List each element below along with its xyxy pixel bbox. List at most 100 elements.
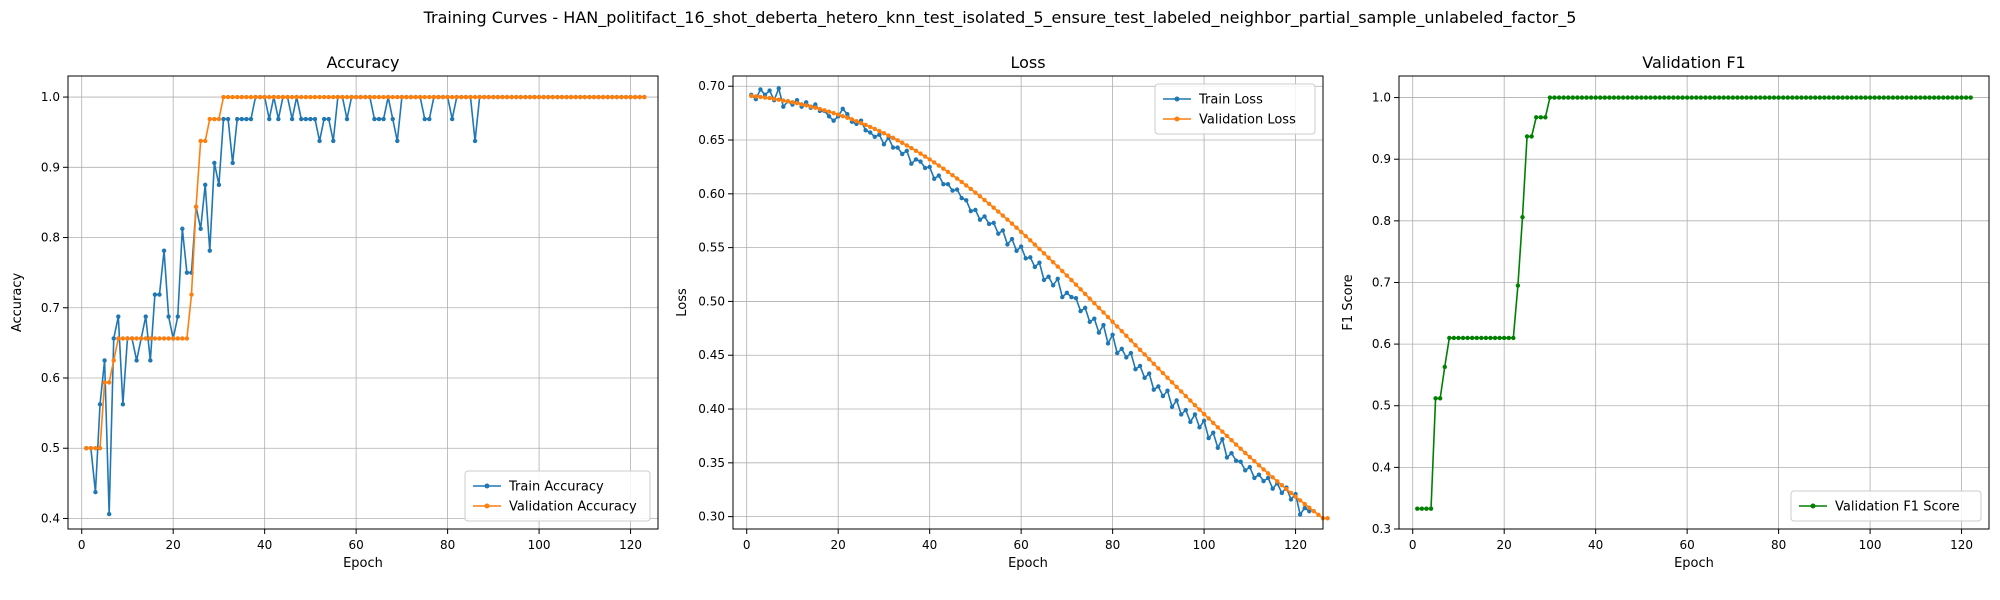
data-point: [472, 94, 478, 100]
data-point: [1128, 350, 1134, 356]
data-point: [1474, 335, 1479, 341]
data-point: [1703, 95, 1708, 100]
data-point: [840, 106, 845, 112]
data-point: [991, 205, 996, 210]
data-point: [1211, 430, 1216, 435]
y-tick-label: 1.0: [41, 90, 60, 104]
data-point: [913, 157, 919, 162]
data-point: [449, 116, 455, 122]
data-point: [1018, 229, 1024, 235]
data-point: [977, 194, 983, 199]
data-point: [1602, 95, 1608, 100]
data-point: [303, 116, 309, 122]
data-point: [1238, 459, 1243, 464]
data-point: [203, 182, 208, 188]
x-tick-label: 60: [1013, 538, 1028, 552]
y-tick-label: 0.6: [1372, 337, 1391, 351]
data-point: [1142, 375, 1147, 381]
data-point: [390, 116, 395, 122]
data-point: [587, 94, 592, 100]
data-point: [299, 116, 304, 122]
data-point: [1137, 347, 1143, 353]
data-point: [1954, 95, 1960, 100]
data-point: [1771, 95, 1777, 100]
data-point: [184, 270, 190, 275]
data-point: [991, 220, 996, 226]
data-point: [637, 94, 642, 100]
data-point: [1886, 95, 1891, 100]
data-point: [868, 130, 873, 135]
data-point: [244, 116, 249, 122]
data-point: [239, 94, 244, 100]
data-point: [125, 336, 130, 341]
data-point: [1785, 95, 1790, 100]
data-point: [900, 151, 905, 157]
x-tick-label: 60: [1679, 538, 1694, 552]
legend-box: [464, 470, 651, 522]
y-tick-label: 0.8: [1372, 214, 1391, 228]
data-point: [973, 190, 978, 195]
data-point: [454, 94, 459, 100]
data-point: [826, 114, 832, 119]
data-point: [808, 104, 813, 109]
legend-box: [1154, 83, 1316, 135]
data-point: [1529, 134, 1534, 139]
data-point: [1096, 305, 1102, 310]
x-tick-label: 0: [78, 538, 86, 552]
data-point: [166, 336, 171, 341]
data-point: [982, 214, 987, 219]
data-point: [578, 94, 583, 100]
data-point: [143, 336, 148, 341]
data-point: [936, 163, 942, 168]
data-point: [180, 336, 185, 341]
data-point: [1119, 328, 1124, 334]
x-tick-label: 80: [1771, 538, 1786, 552]
series-line-1: [86, 96, 645, 450]
data-point: [1261, 467, 1266, 472]
data-point: [1073, 296, 1079, 301]
data-point: [1931, 95, 1937, 100]
data-point: [1616, 95, 1621, 100]
data-point: [1050, 283, 1056, 288]
legend-marker: [1174, 116, 1180, 122]
data-point: [927, 157, 932, 162]
data-point: [1899, 95, 1905, 100]
y-tick-label: 0.65: [698, 133, 725, 147]
data-point: [491, 94, 496, 100]
data-point: [1114, 350, 1120, 356]
y-tick-label: 0.5: [41, 441, 60, 455]
data-point: [1744, 95, 1749, 100]
data-point: [1147, 371, 1152, 376]
data-point: [890, 145, 896, 150]
data-point: [922, 154, 928, 159]
data-point: [954, 176, 960, 181]
data-point: [1945, 95, 1951, 100]
data-point: [1064, 290, 1070, 296]
data-point: [1428, 506, 1434, 511]
data-point: [619, 94, 624, 100]
data-point: [1238, 446, 1243, 451]
data-point: [1680, 95, 1685, 100]
data-point: [216, 182, 222, 188]
data-point: [381, 94, 386, 100]
data-point: [166, 314, 171, 319]
data-point: [1261, 478, 1266, 484]
data-point: [881, 131, 887, 136]
data-point: [184, 336, 190, 341]
data-point: [1201, 411, 1207, 417]
data-point: [308, 116, 313, 122]
data-point: [794, 101, 800, 106]
y-tick-label: 0.30: [698, 510, 725, 524]
data-point: [317, 94, 322, 100]
data-point: [1151, 387, 1156, 392]
x-tick-label: 60: [348, 538, 363, 552]
axes-frame: [1398, 75, 1990, 530]
data-point: [349, 94, 354, 100]
data-point: [1794, 95, 1800, 100]
data-point: [257, 94, 263, 100]
data-point: [1813, 95, 1818, 100]
data-point: [207, 248, 212, 253]
data-point: [986, 201, 992, 207]
data-point: [1648, 95, 1653, 100]
data-point: [1780, 95, 1786, 100]
